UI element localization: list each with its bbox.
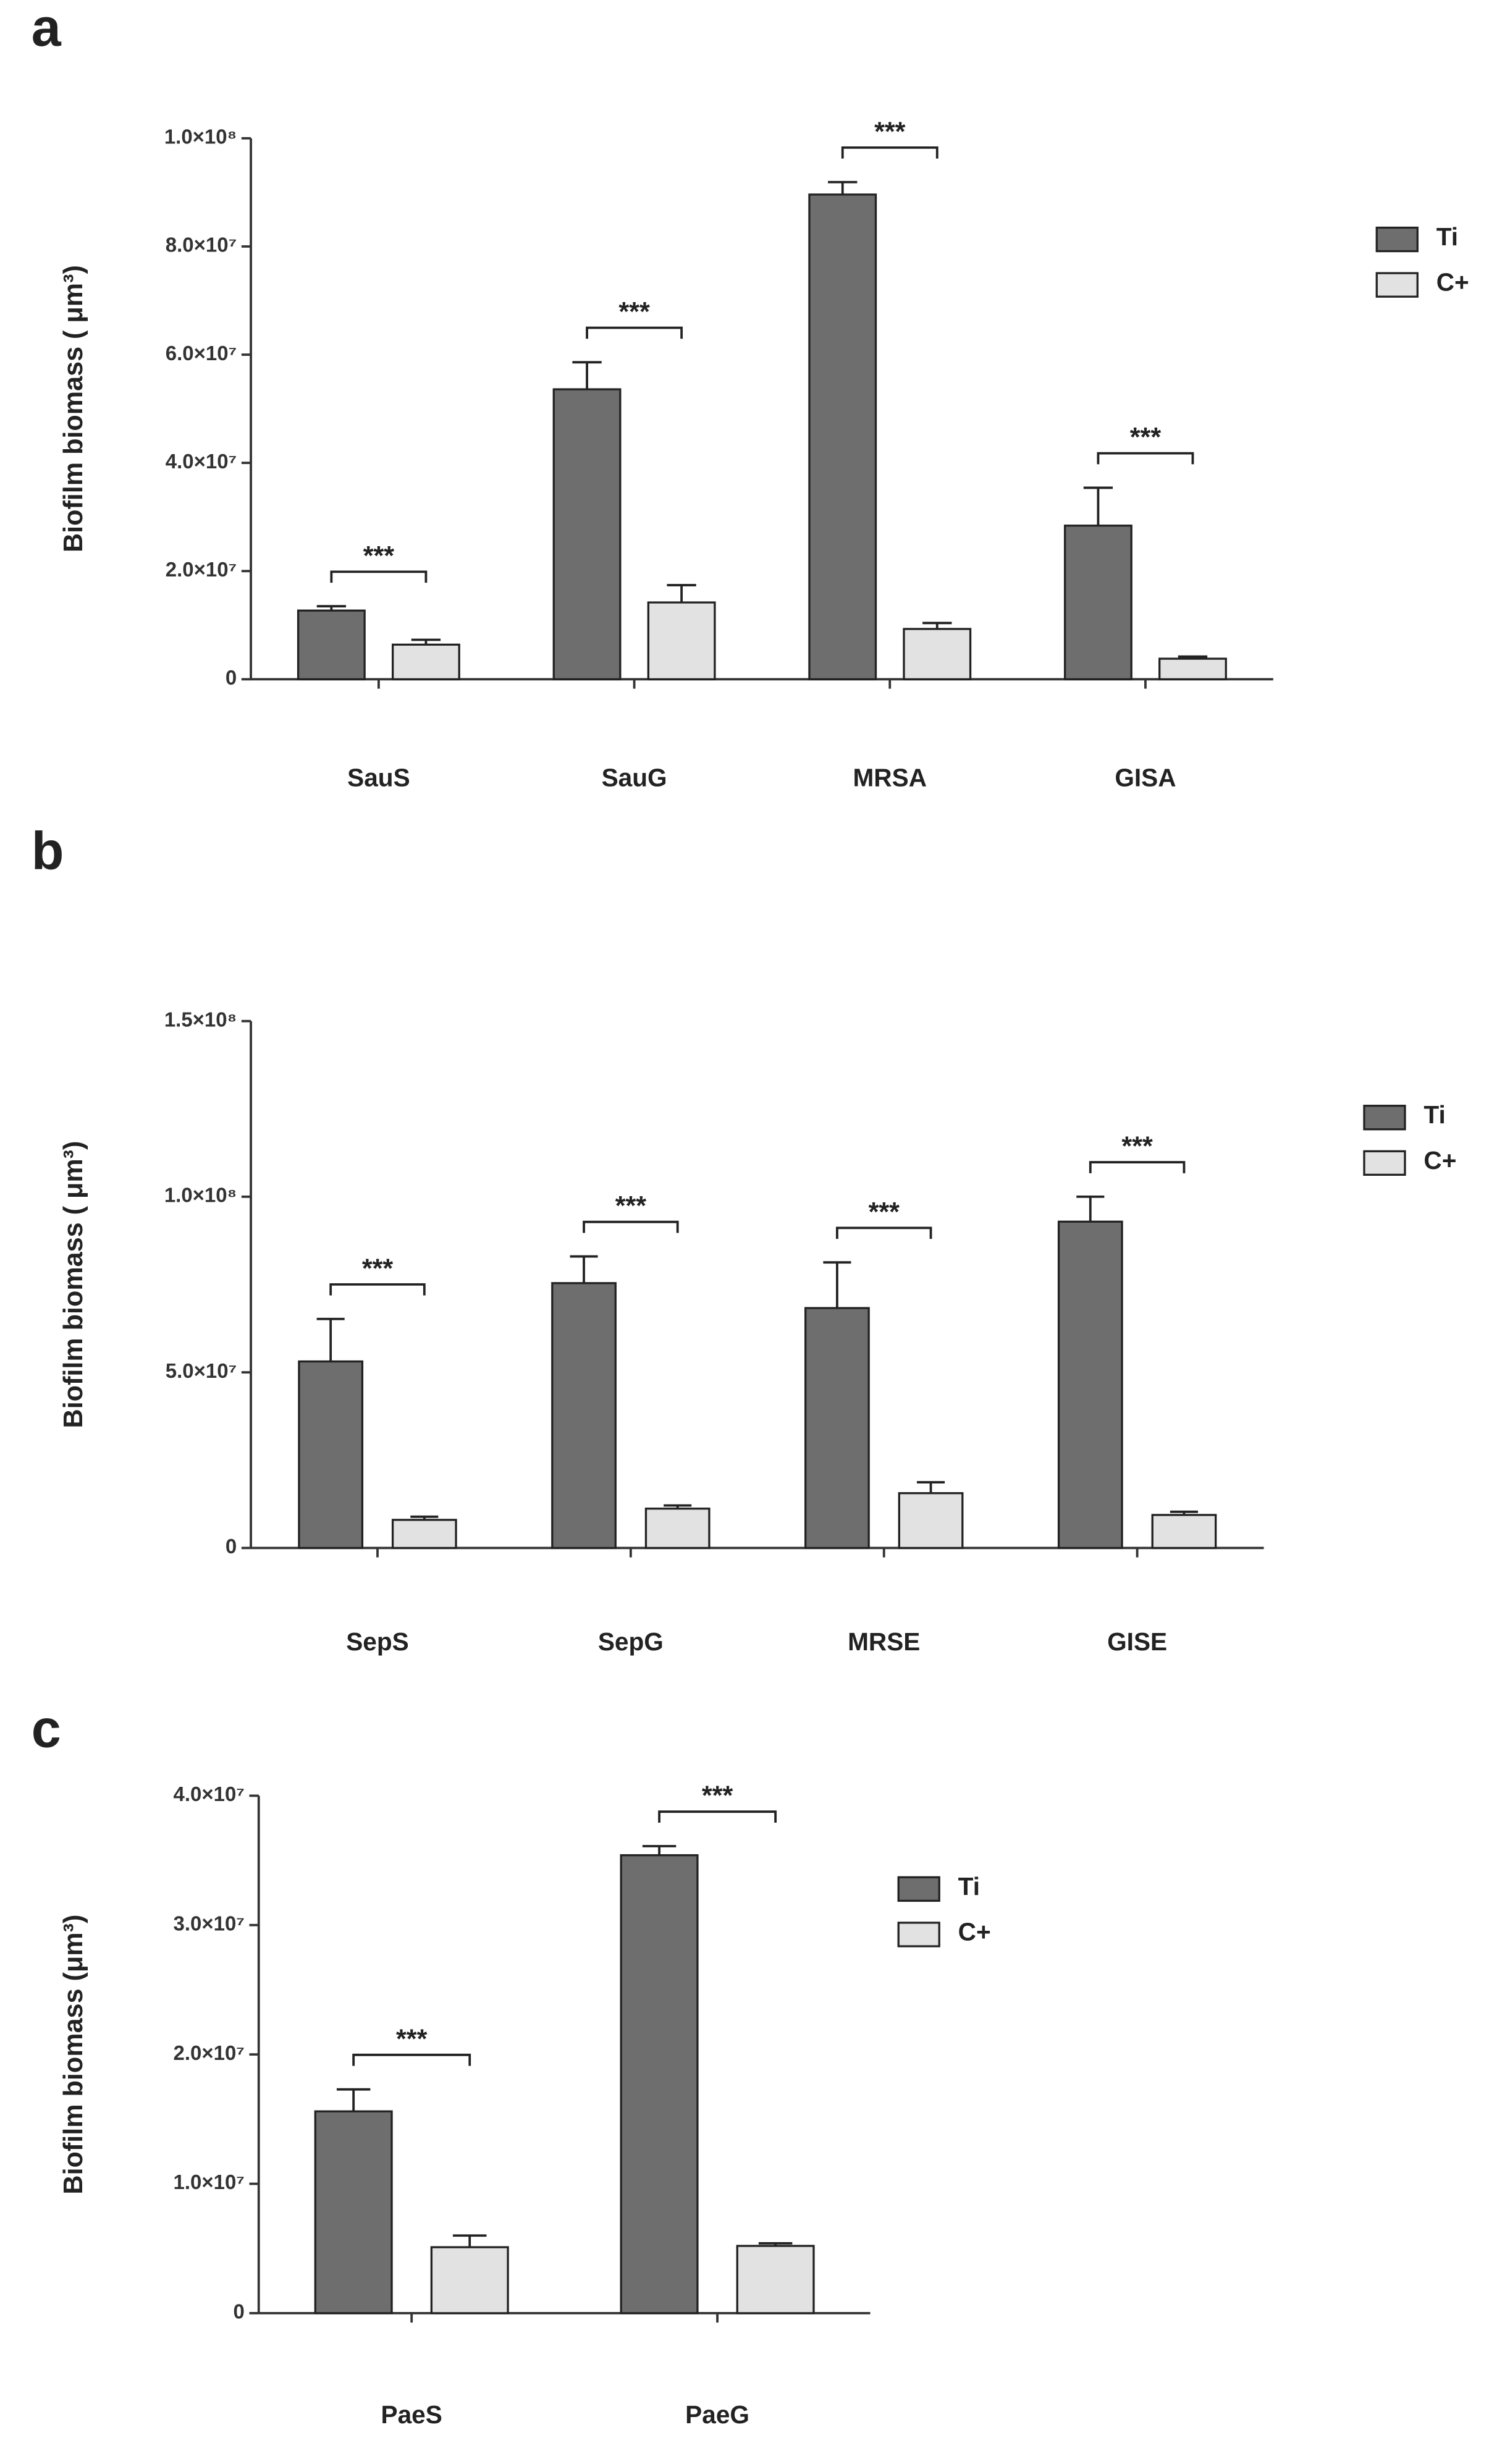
significance-label: *** — [615, 1191, 647, 1221]
legend-swatch — [1375, 272, 1419, 298]
bar — [430, 2246, 509, 2314]
legend-label: Ti — [958, 1872, 980, 1901]
bar — [1063, 525, 1132, 681]
x-tick-label: GISE — [1107, 1627, 1167, 1656]
bar — [391, 1519, 457, 1550]
y-tick-label: 4.0×10⁷ — [173, 1783, 244, 1805]
significance-bracket — [1089, 1161, 1186, 1173]
bar — [551, 1282, 617, 1550]
legend-label: C+ — [958, 1917, 991, 1946]
bar — [804, 1307, 870, 1550]
significance-label: *** — [702, 1781, 733, 1811]
significance-label: *** — [362, 1254, 394, 1283]
bar — [647, 601, 716, 681]
significance-bracket — [352, 2053, 471, 2066]
panel-label: b — [32, 821, 64, 880]
x-tick-label: SauS — [347, 764, 410, 792]
bar — [1158, 657, 1227, 681]
bar — [903, 628, 972, 681]
bar — [644, 1508, 711, 1550]
significance-bracket — [330, 570, 428, 583]
y-tick-label: 0 — [226, 1535, 237, 1558]
legend-swatch — [1363, 1105, 1406, 1131]
y-tick-label: 0 — [234, 2300, 245, 2323]
bar — [1057, 1220, 1123, 1550]
panel-label: c — [32, 1700, 61, 1759]
x-tick-label: PaeG — [685, 2400, 749, 2429]
legend-label: C+ — [1436, 268, 1469, 297]
y-tick-label: 8.0×10⁷ — [166, 234, 237, 256]
significance-bracket — [836, 1226, 932, 1239]
legend-label: Ti — [1424, 1100, 1445, 1129]
legend-label: C+ — [1424, 1146, 1456, 1175]
significance-label: *** — [396, 2024, 428, 2054]
significance-label: *** — [363, 541, 395, 571]
y-tick-label: 1.0×10⁷ — [173, 2171, 244, 2193]
bar — [1151, 1514, 1217, 1550]
y-tick-label: 4.0×10⁷ — [166, 450, 237, 473]
legend-swatch — [897, 1876, 940, 1902]
x-tick-label: SepS — [346, 1627, 409, 1656]
bar — [620, 1854, 699, 2314]
y-tick-label: 1.0×10⁸ — [164, 125, 237, 148]
y-axis-label: Biofilm biomass ( μm³) — [59, 1141, 88, 1428]
bar-chart: c Biofilm biomass (μm³) 0 1.0×10⁷ 2.0×10⁷ 3.0… — [32, 1700, 991, 2429]
significance-bracket — [583, 1220, 679, 1233]
x-tick-label: PaeS — [381, 2400, 442, 2429]
x-tick-label: SauG — [602, 764, 667, 792]
x-tick-label: GISA — [1115, 764, 1176, 792]
significance-bracket — [329, 1283, 426, 1296]
panel-label: a — [32, 0, 62, 57]
significance-bracket — [586, 326, 683, 339]
bar-chart: b Biofilm biomass ( μm³) 0 5.0×10⁷ 1.0×10⁸ 1.… — [32, 821, 1457, 1655]
y-tick-label: 5.0×10⁷ — [166, 1359, 237, 1382]
bar — [552, 388, 622, 681]
y-tick-label: 2.0×10⁷ — [166, 558, 237, 581]
legend-swatch — [897, 1922, 940, 1947]
bar — [736, 2245, 815, 2314]
y-axis-label: Biofilm biomass (μm³) — [59, 1915, 88, 2195]
y-tick-label: 6.0×10⁷ — [166, 342, 237, 365]
bar — [298, 1360, 364, 1550]
x-tick-label: SepG — [598, 1627, 664, 1656]
bar — [314, 2110, 393, 2314]
legend-swatch — [1363, 1150, 1406, 1176]
bar — [808, 193, 877, 681]
significance-label: *** — [874, 117, 906, 146]
significance-label: *** — [1130, 423, 1162, 452]
y-tick-label: 0 — [226, 666, 237, 689]
y-axis-label: Biofilm biomass ( μm³) — [59, 265, 88, 552]
y-tick-label: 3.0×10⁷ — [173, 1912, 244, 1934]
significance-label: *** — [869, 1197, 900, 1227]
bar-chart: a Biofilm biomass ( μm³) 0 2.0×10⁷ 4.0×10⁷ 6.… — [32, 0, 1469, 792]
bar — [297, 609, 366, 681]
legend-label: Ti — [1436, 222, 1458, 251]
significance-label: *** — [1121, 1132, 1153, 1162]
bar — [392, 643, 460, 681]
y-tick-label: 2.0×10⁷ — [173, 2041, 244, 2064]
x-tick-label: MRSE — [848, 1627, 920, 1656]
significance-label: *** — [618, 297, 650, 327]
x-tick-label: MRSA — [853, 764, 927, 792]
significance-bracket — [658, 1810, 777, 1823]
bar — [898, 1492, 964, 1550]
y-tick-label: 1.0×10⁸ — [164, 1184, 237, 1207]
significance-bracket — [1097, 452, 1194, 465]
legend-swatch — [1375, 226, 1419, 253]
y-tick-label: 1.5×10⁸ — [164, 1008, 237, 1031]
significance-bracket — [841, 146, 938, 159]
